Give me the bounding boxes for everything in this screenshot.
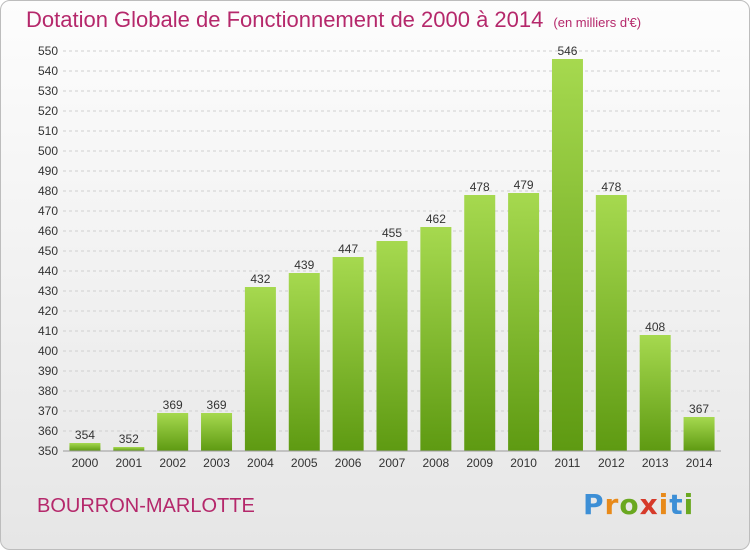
- value-label-2009: 478: [470, 180, 490, 194]
- city-name: BOURRON-MARLOTTE: [37, 495, 255, 517]
- y-tick-label: 410: [38, 324, 58, 338]
- y-tick-label: 440: [38, 264, 58, 278]
- value-label-2011: 546: [557, 44, 577, 58]
- bar-2014: [683, 417, 715, 451]
- x-tick-label: 2004: [247, 456, 274, 470]
- y-tick-label: 460: [38, 224, 58, 238]
- x-tick-label: 2008: [423, 456, 450, 470]
- x-tick-label: 2003: [203, 456, 230, 470]
- logo-letter: i: [658, 488, 670, 521]
- value-label-2000: 354: [75, 428, 95, 442]
- value-label-2014: 367: [689, 402, 709, 416]
- x-tick-label: 2006: [335, 456, 362, 470]
- bar-2003: [201, 413, 233, 451]
- y-tick-label: 540: [38, 64, 58, 78]
- y-tick-label: 520: [38, 104, 58, 118]
- y-tick-label: 380: [38, 384, 58, 398]
- y-tick-label: 510: [38, 124, 58, 138]
- x-tick-label: 2011: [555, 456, 581, 470]
- value-label-2006: 447: [338, 242, 358, 256]
- y-tick-label: 430: [38, 284, 58, 298]
- chart-title: Dotation Globale de Fonctionnement de 20…: [26, 7, 641, 33]
- x-tick-label: 2012: [598, 456, 625, 470]
- bar-2007: [376, 241, 408, 451]
- logo-letter: t: [669, 488, 684, 521]
- x-tick-label: 2001: [115, 456, 142, 470]
- bar-2013: [639, 335, 671, 451]
- y-tick-label: 400: [38, 344, 58, 358]
- y-tick-label: 350: [38, 444, 58, 458]
- value-label-2002: 369: [163, 398, 183, 412]
- y-tick-label: 500: [38, 144, 58, 158]
- proxiti-logo: Proxiti: [583, 488, 694, 521]
- value-label-2005: 439: [294, 258, 314, 272]
- logo-letter: i: [683, 488, 695, 521]
- value-label-2008: 462: [426, 212, 446, 226]
- logo-letter: x: [639, 488, 659, 521]
- logo-letter: r: [604, 488, 620, 521]
- value-label-2012: 478: [601, 180, 621, 194]
- bar-2010: [508, 193, 540, 451]
- value-label-2007: 455: [382, 226, 402, 240]
- bar-2011: [551, 59, 583, 451]
- bar-2009: [464, 195, 496, 451]
- value-label-2001: 352: [119, 432, 139, 446]
- y-tick-label: 530: [38, 84, 58, 98]
- value-label-2010: 479: [514, 178, 534, 192]
- bar-2000: [69, 443, 101, 451]
- y-tick-label: 420: [38, 304, 58, 318]
- bar-2006: [332, 257, 364, 451]
- bar-2001: [113, 447, 145, 451]
- chart-title-text: Dotation Globale de Fonctionnement de 20…: [26, 7, 544, 32]
- y-tick-label: 480: [38, 184, 58, 198]
- bar-2012: [595, 195, 627, 451]
- value-label-2003: 369: [207, 398, 227, 412]
- y-tick-label: 390: [38, 364, 58, 378]
- x-tick-label: 2009: [466, 456, 493, 470]
- y-tick-label: 550: [38, 44, 58, 58]
- x-tick-label: 2002: [159, 456, 186, 470]
- y-tick-label: 360: [38, 424, 58, 438]
- value-label-2013: 408: [645, 320, 665, 334]
- y-tick-label: 370: [38, 404, 58, 418]
- y-tick-label: 450: [38, 244, 58, 258]
- bar-chart: 350 360 370 380 390 400 410 420 430 440 450 460 470 4…: [38, 44, 721, 470]
- value-label-2004: 432: [250, 272, 270, 286]
- chart-unit: (en milliers d'€): [553, 15, 642, 30]
- x-tick-label: 2007: [379, 456, 406, 470]
- bar-2008: [420, 227, 452, 451]
- x-axis-ticks: 2000 2001 2002 2003 2004 2005 2006 2007 2008 2009…: [72, 456, 713, 470]
- bar-2004: [244, 287, 276, 451]
- x-tick-label: 2014: [686, 456, 713, 470]
- logo-letter: o: [619, 488, 640, 521]
- x-tick-label: 2010: [510, 456, 537, 470]
- x-tick-label: 2005: [291, 456, 318, 470]
- y-tick-label: 490: [38, 164, 58, 178]
- x-tick-label: 2000: [72, 456, 99, 470]
- value-labels: 354 352 369 369 432 439 447 455 462 478 479 546 478 4…: [75, 44, 709, 446]
- bar-2005: [288, 273, 320, 451]
- bar-2002: [157, 413, 189, 451]
- bars: [69, 59, 715, 451]
- logo-letter: P: [583, 488, 605, 521]
- y-axis-ticks: 350 360 370 380 390 400 410 420 430 440 450 460 470 4…: [38, 44, 58, 458]
- y-tick-label: 470: [38, 204, 58, 218]
- x-tick-label: 2013: [642, 456, 669, 470]
